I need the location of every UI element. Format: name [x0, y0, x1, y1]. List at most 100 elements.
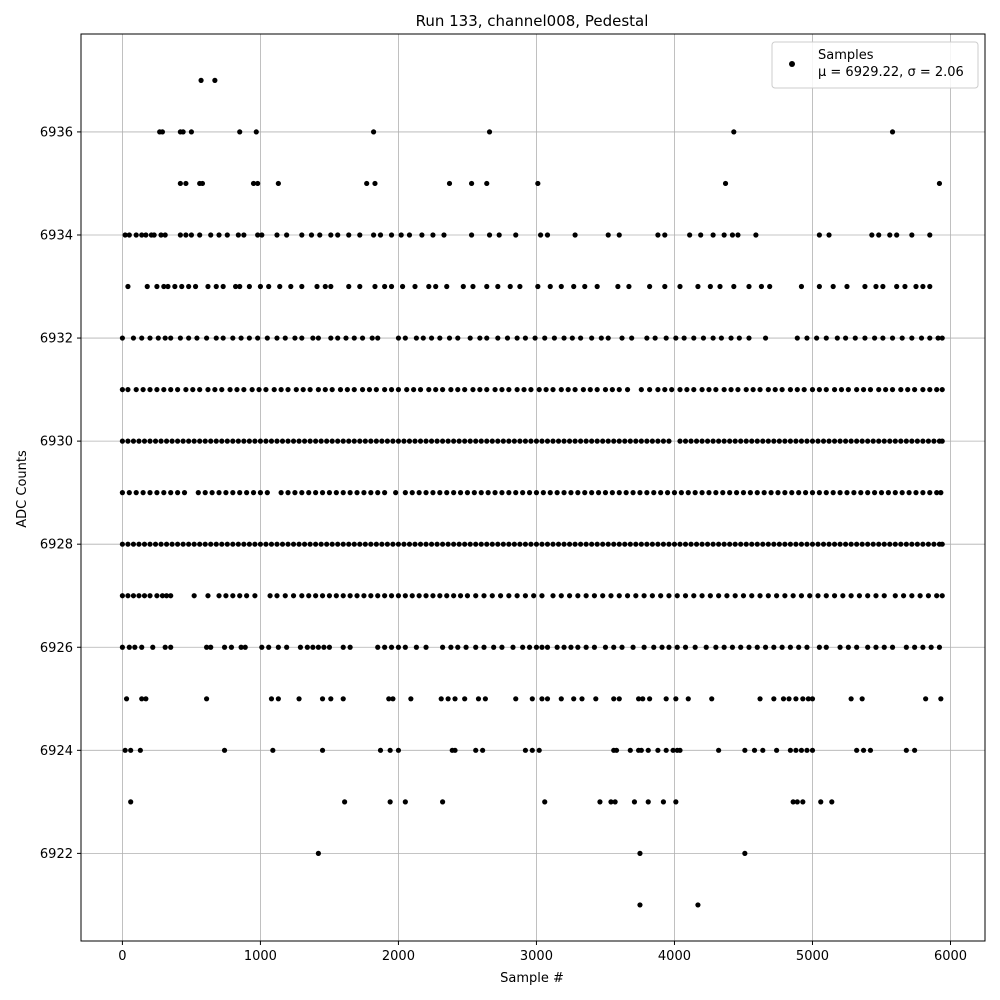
data-point — [740, 593, 747, 599]
data-point — [765, 438, 771, 444]
data-point — [589, 490, 595, 496]
data-point — [704, 438, 711, 444]
data-point — [582, 283, 588, 290]
data-point — [314, 283, 320, 290]
data-point — [237, 283, 243, 290]
data-point — [627, 438, 633, 444]
data-point — [416, 490, 422, 496]
data-point — [691, 335, 697, 341]
data-point — [554, 490, 560, 496]
data-point — [152, 541, 159, 547]
data-point — [787, 386, 794, 393]
data-point — [382, 386, 388, 393]
data-point — [867, 747, 874, 753]
data-point — [126, 644, 132, 650]
data-point — [544, 696, 551, 702]
data-point — [307, 386, 313, 393]
data-point — [119, 644, 125, 650]
data-point — [395, 593, 402, 599]
data-point — [478, 541, 484, 547]
data-point — [315, 386, 321, 393]
data-point — [794, 799, 800, 805]
data-point — [440, 541, 446, 547]
data-point — [125, 438, 131, 444]
data-point — [709, 696, 715, 702]
data-point — [677, 386, 683, 393]
data-point — [889, 335, 896, 341]
data-point — [372, 180, 378, 187]
data-point — [558, 283, 564, 290]
data-point — [746, 283, 752, 290]
data-point — [133, 490, 139, 496]
data-point — [492, 490, 498, 496]
data-point — [150, 644, 156, 650]
data-point — [375, 490, 381, 496]
data-point — [790, 799, 796, 805]
data-point — [484, 386, 490, 393]
data-point — [252, 593, 258, 599]
data-point — [462, 386, 468, 393]
data-point — [290, 541, 297, 547]
data-point — [423, 644, 429, 650]
data-point — [757, 593, 763, 599]
data-point — [143, 696, 149, 702]
data-point — [804, 541, 810, 547]
data-point — [484, 180, 490, 187]
data-point — [301, 438, 308, 444]
data-point — [899, 335, 905, 341]
data-point — [126, 232, 132, 238]
data-point — [319, 593, 326, 599]
data-point — [682, 541, 689, 547]
data-point — [673, 335, 679, 341]
data-point — [163, 593, 170, 599]
data-point — [539, 696, 545, 702]
data-point — [388, 232, 395, 238]
data-point — [848, 696, 854, 702]
data-point — [909, 232, 915, 238]
data-point — [375, 335, 381, 341]
data-point — [699, 593, 705, 599]
data-point — [644, 490, 650, 496]
data-point — [674, 644, 680, 650]
data-point — [782, 438, 788, 444]
data-point — [455, 386, 461, 393]
data-point — [370, 232, 377, 238]
data-point — [484, 335, 490, 341]
data-point — [798, 747, 805, 753]
data-point — [900, 593, 907, 599]
data-point — [633, 593, 639, 599]
data-point — [136, 541, 142, 547]
data-point — [578, 438, 584, 444]
data-point — [324, 541, 330, 547]
data-point — [197, 541, 203, 547]
data-point — [180, 129, 186, 135]
data-point — [624, 386, 631, 393]
data-point — [221, 644, 228, 650]
data-point — [478, 438, 484, 444]
data-point — [445, 696, 451, 702]
data-point — [663, 747, 669, 753]
data-point — [691, 593, 697, 599]
data-point — [939, 593, 945, 599]
data-point — [395, 335, 402, 341]
data-point — [468, 232, 475, 238]
data-point — [920, 283, 926, 290]
data-point — [529, 696, 535, 702]
data-point — [482, 696, 488, 702]
data-point — [244, 593, 250, 599]
data-point — [140, 490, 146, 496]
data-point — [526, 490, 533, 496]
data-point — [147, 335, 153, 341]
data-point — [909, 335, 915, 341]
data-point — [710, 541, 716, 547]
data-point — [772, 386, 778, 393]
data-point — [130, 541, 137, 547]
data-point — [892, 593, 898, 599]
data-point — [837, 438, 843, 444]
data-point — [544, 541, 551, 547]
data-point — [691, 386, 697, 393]
data-point — [742, 747, 748, 753]
data-point — [873, 283, 879, 290]
data-point — [230, 438, 236, 444]
data-point — [354, 490, 360, 496]
